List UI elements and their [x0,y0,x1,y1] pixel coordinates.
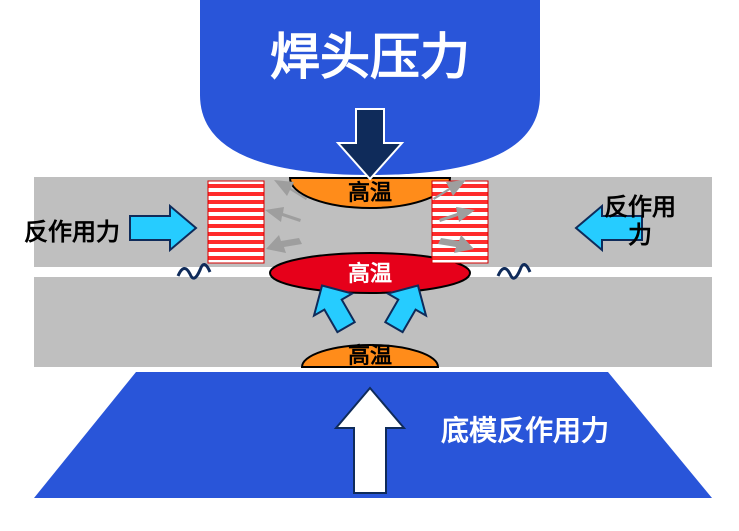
reaction-label-left: 反作用力 [24,219,120,246]
stripe-zone-left [208,181,264,263]
horn-pressure-title: 焊头压力 [270,29,470,85]
anvil-reaction-label: 底模反作用力 [441,415,609,446]
reaction-label-right-2: 力 [628,222,652,249]
hightemp-label-top: 高温 [348,180,392,205]
reaction-label-right-1: 反作用 [604,194,676,221]
hightemp-label-mid: 高温 [348,261,392,286]
diagram-canvas: 焊头压力 高温 高温 高温 反作用力 反作用 力 底模反作用力 [0,0,739,531]
hightemp-label-bot: 高温 [348,343,392,368]
